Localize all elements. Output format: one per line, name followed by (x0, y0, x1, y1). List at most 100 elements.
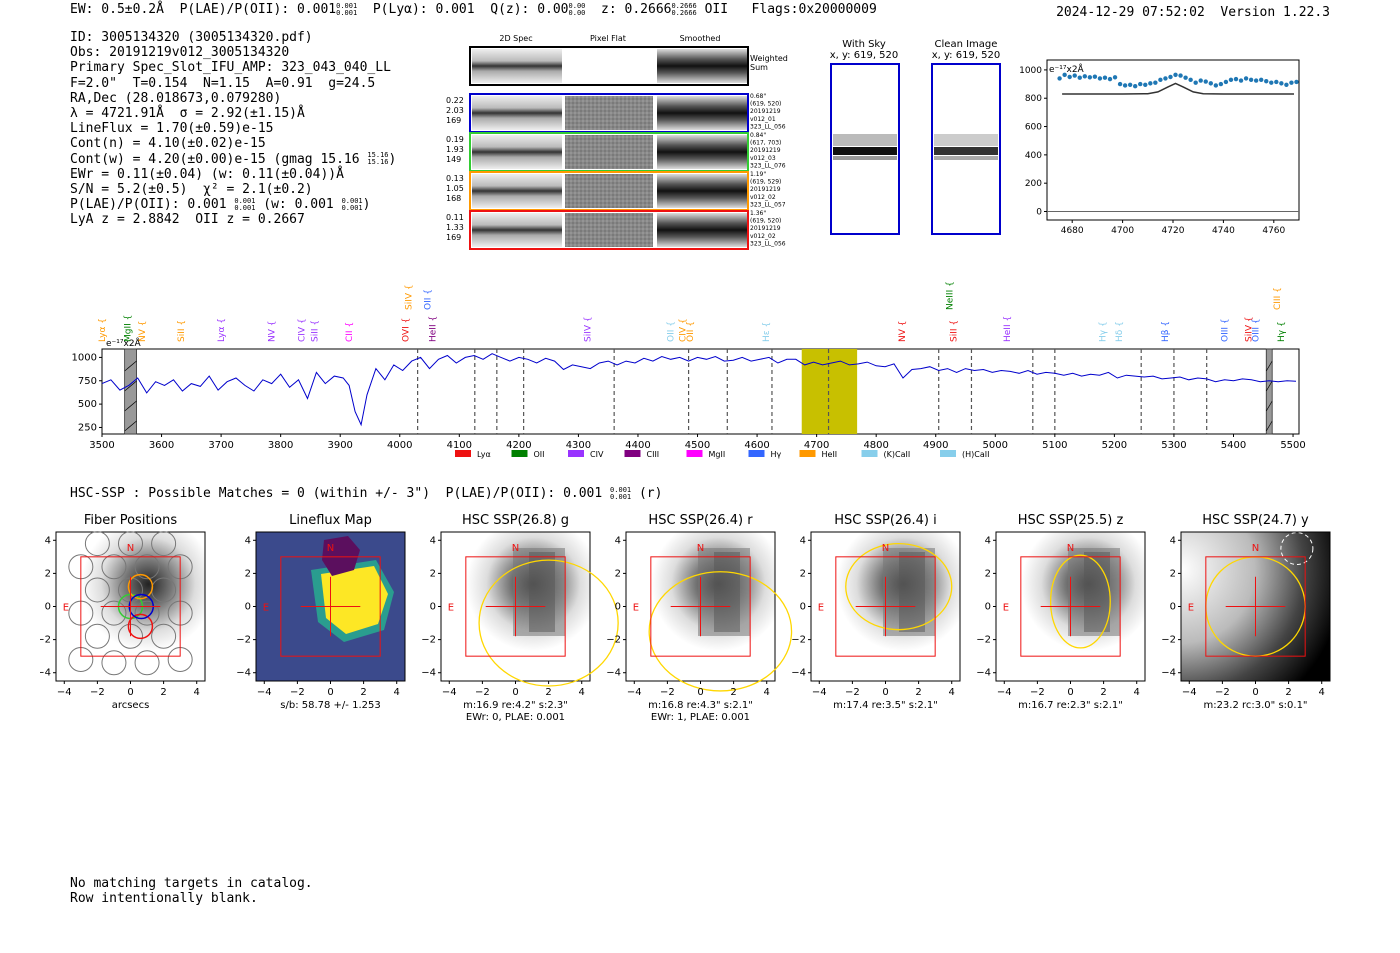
zoom-data-point (1097, 76, 1103, 81)
zoom-y-tick-label: 200 (1025, 179, 1042, 189)
masked-hatch (124, 380, 137, 392)
legend-swatch (624, 450, 641, 457)
zoom-data-marks (1047, 72, 1299, 213)
legend-label: Hγ (771, 450, 782, 459)
spectrum-y-tick-label: 1000 (72, 352, 97, 363)
header-plya-qz: P(Lyα): 0.001 Q(z): 0.00 (357, 2, 569, 17)
header-flags: OII Flags:0x20000009 (696, 2, 877, 17)
col-pixelflat-label: Pixel Flat (590, 34, 626, 43)
panel-x-tick-label: 4 (194, 687, 200, 698)
zoom-data-point (1193, 80, 1198, 85)
zoom-data-point (1133, 83, 1138, 89)
exposure-detail: 323_LL_056 (750, 240, 786, 247)
emission-line-label: HeII { (428, 316, 438, 342)
panel-x-tick-label: 2 (1285, 687, 1291, 698)
compass-north: N (1252, 543, 1259, 554)
exposure-detail: (619, 520) (750, 218, 781, 225)
panel-title: HSC SSP(26.4) r (648, 513, 753, 528)
exposure-detail: 1.19" (750, 171, 766, 178)
compass-east: E (63, 603, 69, 614)
zoom-data-point (1138, 81, 1143, 87)
zoom-y-tick-label: 0 (1036, 208, 1042, 218)
compass-north: N (127, 543, 134, 554)
zoom-data-point (1269, 80, 1274, 85)
zoom-data-point (1223, 79, 1229, 85)
footer-line1: No matching targets in catalog. (70, 876, 313, 891)
emission-line-label: OVI { (402, 318, 412, 342)
zoom-data-point (1077, 75, 1082, 80)
panel-x-tick-label: −4 (812, 687, 827, 698)
zoom-data-point (1112, 75, 1118, 80)
exposure-detail: (619, 520) (750, 101, 781, 108)
emission-line-label: SiII { (311, 320, 321, 342)
panel-x-tick-label: −2 (475, 687, 490, 698)
exposure-detail: 20191219 (750, 147, 781, 154)
panel-y-tick-label: 2 (1170, 568, 1176, 579)
exposure-stat-b: 1.93 (446, 145, 464, 154)
imaging-panel-3: HSC SSP(26.8) g N E −4 −4 −2 −2 0 0 2 2 4 4 m:16.9 re… (421, 513, 619, 723)
zoom-data-point (1289, 80, 1294, 85)
info-ewr: EWr = 0.11(±0.04) (w: 0.11(±0.04))Å (70, 166, 344, 182)
panel-y-tick-label: −4 (421, 668, 436, 679)
panel-x-tick-label: 2 (1100, 687, 1106, 698)
masked-hatch (1265, 420, 1273, 432)
fiber-circle (101, 650, 127, 676)
fiber-circle-red (127, 613, 154, 640)
red-box (1020, 556, 1121, 657)
zoom-data-point (1264, 79, 1269, 84)
exposure-detail: 323_LL_057 (750, 201, 786, 208)
zoom-data-point (1279, 81, 1284, 86)
zoom-data-point (1259, 77, 1264, 83)
panel-x-tick-label: 4 (949, 687, 955, 698)
zoom-data-point (1203, 79, 1208, 84)
line-highlight-band (801, 349, 858, 434)
zoom-data-point (1107, 76, 1113, 82)
exposure-detail: 323_LL_056 (750, 123, 786, 130)
exposure-detail: 0.84" (750, 132, 766, 139)
compass-east: E (1188, 603, 1194, 614)
panel-x-tick-label: 2 (160, 687, 166, 698)
info-lineflux: LineFlux = 1.70(±0.59)e-15 (70, 121, 274, 137)
panel-x-tick-label: 4 (394, 687, 400, 698)
exposure-detail: v012_02 (750, 233, 776, 240)
fiber-circle (151, 623, 177, 649)
sum-label: Sum (750, 63, 768, 72)
zoom-data-point (1092, 74, 1098, 79)
zoom-data-point (1153, 80, 1158, 85)
exposure-stat-b: 1.05 (446, 184, 464, 193)
imaging-panel-2: Lineflux Map N E −4 −4 −2 −2 0 0 2 2 4 4 s/b: 58.78 +… (236, 513, 406, 711)
spectrum-x-tick-label: 3600 (149, 440, 174, 451)
red-box (1205, 556, 1306, 657)
spectrum-x-tick-label: 4900 (923, 440, 948, 451)
clean-title: Clean Image (935, 39, 998, 50)
panel-y-tick-label: −4 (236, 668, 251, 679)
panel-caption: arcsecs (112, 700, 150, 711)
zoom-data-point (1122, 83, 1128, 88)
panel-x-tick-label: −2 (660, 687, 675, 698)
emission-line-label: Lyα { (98, 318, 108, 342)
zoom-x-tick-label: 4740 (1212, 226, 1235, 236)
spectrum-y-tick-label: 250 (78, 422, 97, 433)
panel-x-tick-label: −2 (845, 687, 860, 698)
zoom-data-point (1143, 82, 1148, 87)
catalog-footer: No matching targets in catalog. Row inte… (70, 876, 313, 906)
masked-hatch (1265, 360, 1273, 372)
zoom-y-tick-label: 1000 (1019, 66, 1042, 76)
info-radec: RA,Dec (28.018673,0.079280) (70, 90, 282, 106)
info-lyaz: LyA z = 2.8842 OII z = 0.2667 (70, 212, 305, 228)
legend-swatch (940, 450, 956, 457)
header-ew-plae: EW: 0.5±0.2Å P(LAE)/P(OII): 0.001 (70, 2, 337, 17)
zoom-data-point (1087, 75, 1093, 80)
exposure-2dspec (472, 213, 562, 247)
zoom-data-point (1208, 81, 1213, 86)
exposure-smoothed (657, 213, 747, 247)
red-box (280, 556, 381, 657)
fiber-circle (84, 577, 110, 603)
exposure-stat-c: 169 (446, 233, 461, 242)
spectrum-y-ticks: 250 500 750 1000 (72, 352, 102, 433)
spectrum-x-tick-label: 4200 (506, 440, 531, 451)
compass-north: N (1067, 543, 1074, 554)
emission-line-label: SiIV { (583, 316, 593, 342)
panel-y-tick-label: 4 (1170, 535, 1176, 546)
